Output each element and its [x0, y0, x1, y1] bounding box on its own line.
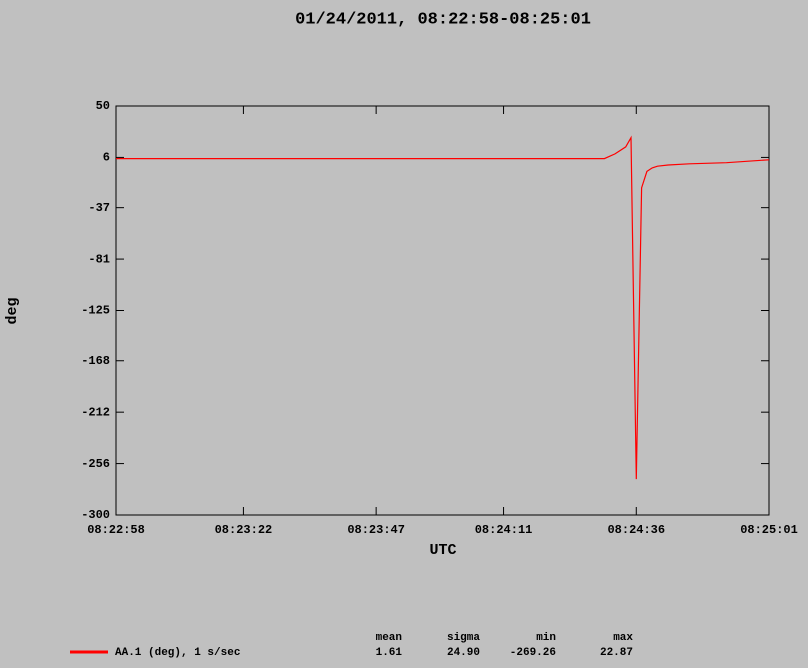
x-tick-label: 08:22:58 [87, 523, 145, 537]
x-tick-label: 08:23:22 [215, 523, 273, 537]
x-axis-label: UTC [429, 542, 456, 559]
y-axis-label: deg [4, 297, 21, 324]
y-tick-label: 6 [103, 151, 110, 165]
data-line [116, 135, 770, 480]
stat-value: 24.90 [447, 647, 480, 659]
y-tick-label: 50 [96, 99, 110, 113]
stat-value: -269.26 [510, 647, 556, 659]
y-tick-label: -168 [81, 354, 110, 368]
stat-header: mean [376, 632, 402, 644]
legend-label: AA.1 (deg), 1 s/sec [115, 647, 240, 659]
x-tick-label: 08:24:11 [475, 523, 533, 537]
y-tick-label: -37 [88, 201, 110, 215]
stat-header: sigma [447, 632, 480, 644]
stat-value: 1.61 [376, 647, 403, 659]
y-tick-label: -256 [81, 457, 110, 471]
stat-header: max [613, 632, 633, 644]
y-tick-label: -212 [81, 405, 110, 419]
y-tick-label: -125 [81, 304, 110, 318]
x-tick-label: 08:25:01 [740, 523, 798, 537]
x-tick-label: 08:24:36 [607, 523, 665, 537]
y-tick-label: -81 [88, 252, 110, 266]
chart-title: 01/24/2011, 08:22:58-08:25:01 [295, 10, 591, 29]
stat-header: min [536, 632, 556, 644]
y-tick-label: -300 [81, 508, 110, 522]
stat-value: 22.87 [600, 647, 633, 659]
x-tick-label: 08:23:47 [347, 523, 405, 537]
